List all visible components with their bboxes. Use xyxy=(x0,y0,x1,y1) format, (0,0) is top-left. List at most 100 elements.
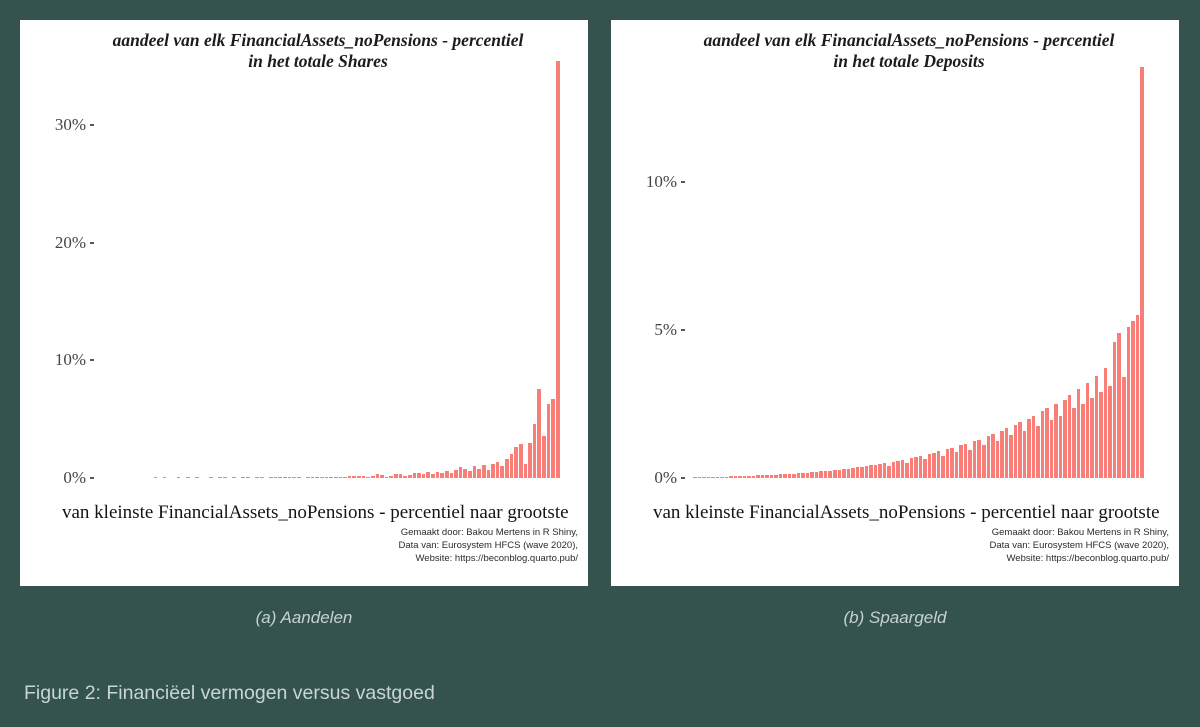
bar xyxy=(222,477,227,478)
chart-title-shares: aandeel van elk FinancialAssets_noPensio… xyxy=(50,30,586,72)
bar xyxy=(693,477,697,478)
bar xyxy=(986,436,991,478)
tick-mark xyxy=(90,242,94,244)
attribution-text: Gemaakt door: Bakou Mertens in R Shiny, … xyxy=(989,526,1169,565)
bar xyxy=(1018,422,1022,478)
bar xyxy=(458,467,463,478)
bar xyxy=(747,476,751,478)
bar xyxy=(954,452,959,478)
bar xyxy=(412,473,417,478)
bar xyxy=(706,477,711,478)
bar xyxy=(972,441,977,478)
y-tick-label: 0% xyxy=(654,468,677,487)
bar xyxy=(292,477,296,478)
bar xyxy=(431,474,435,478)
bar xyxy=(195,477,199,478)
y-tick-label: 10% xyxy=(54,350,86,369)
bar xyxy=(343,477,347,478)
y-tick-label: 30% xyxy=(54,115,86,134)
bar xyxy=(982,445,986,478)
bar xyxy=(357,476,361,478)
bar xyxy=(403,476,407,478)
bar xyxy=(523,464,528,478)
bar-series-deposits xyxy=(693,48,1144,478)
bar xyxy=(417,473,421,478)
attribution-text: Gemaakt door: Bakou Mertens in R Shiny, … xyxy=(398,526,578,565)
bar xyxy=(273,477,278,478)
bar-series-shares xyxy=(98,48,560,478)
y-tick-10pct: 10% xyxy=(611,172,685,192)
bar xyxy=(936,451,941,478)
tick-mark xyxy=(90,359,94,361)
bar xyxy=(977,440,981,478)
bar xyxy=(1112,342,1117,478)
bar xyxy=(209,477,213,478)
bar xyxy=(546,404,551,478)
bar xyxy=(1040,411,1045,478)
bar xyxy=(765,475,769,478)
bar xyxy=(370,476,375,478)
bar xyxy=(528,443,532,478)
bar xyxy=(995,441,1000,478)
bar xyxy=(832,470,837,478)
chart-title-line2: in het totale Deposits xyxy=(833,51,985,71)
y-tick-0pct: 0% xyxy=(20,468,94,488)
bar xyxy=(218,477,222,478)
bar xyxy=(296,477,301,478)
bar xyxy=(398,474,403,478)
bar xyxy=(733,476,738,478)
attribution-line: Gemaakt door: Bakou Mertens in R Shiny, xyxy=(991,527,1169,538)
bar xyxy=(738,476,742,478)
bar xyxy=(435,472,440,478)
bar xyxy=(375,474,380,478)
bar xyxy=(941,456,945,478)
bar xyxy=(1036,426,1040,478)
bar xyxy=(477,469,481,478)
bar xyxy=(760,475,765,478)
tick-mark xyxy=(681,181,685,183)
bar xyxy=(532,424,537,478)
bar xyxy=(426,472,430,478)
bar xyxy=(394,474,398,478)
bar xyxy=(153,477,158,478)
bar xyxy=(306,477,310,478)
bar xyxy=(900,460,905,478)
y-tick-label: 5% xyxy=(654,320,677,339)
bar xyxy=(269,477,273,478)
bar xyxy=(878,464,882,478)
bar xyxy=(769,475,774,478)
bar xyxy=(1009,435,1013,478)
bar xyxy=(783,474,787,478)
bar xyxy=(823,471,828,478)
bar xyxy=(923,459,927,478)
bar xyxy=(1013,425,1018,478)
bar xyxy=(352,476,356,478)
bar xyxy=(918,456,923,478)
subfigure-caption-a: (a) Aandelen xyxy=(255,608,353,627)
bar xyxy=(518,444,523,478)
tick-mark xyxy=(90,124,94,126)
bar xyxy=(310,477,315,478)
bar xyxy=(756,475,760,478)
attribution-line: Website: https://beconblog.quarto.pub/ xyxy=(415,553,579,564)
bar xyxy=(914,457,918,478)
bar xyxy=(697,477,702,478)
bar xyxy=(909,458,914,478)
bar xyxy=(837,470,842,478)
bar xyxy=(454,470,458,478)
bar xyxy=(1099,392,1103,478)
bar xyxy=(887,466,891,478)
chart-title-deposits: aandeel van elk FinancialAssets_noPensio… xyxy=(641,30,1177,72)
bar xyxy=(1090,398,1094,478)
bar xyxy=(968,450,972,478)
x-axis-title: van kleinste FinancialAssets_noPensions … xyxy=(653,502,1160,523)
bar xyxy=(1054,404,1058,478)
bar xyxy=(1063,400,1067,478)
bar xyxy=(1049,420,1054,478)
y-tick-label: 10% xyxy=(645,172,677,191)
bar xyxy=(176,477,181,478)
y-tick-30pct: 30% xyxy=(20,115,94,135)
bar xyxy=(1045,408,1049,478)
bar xyxy=(320,477,324,478)
bar xyxy=(500,466,504,478)
